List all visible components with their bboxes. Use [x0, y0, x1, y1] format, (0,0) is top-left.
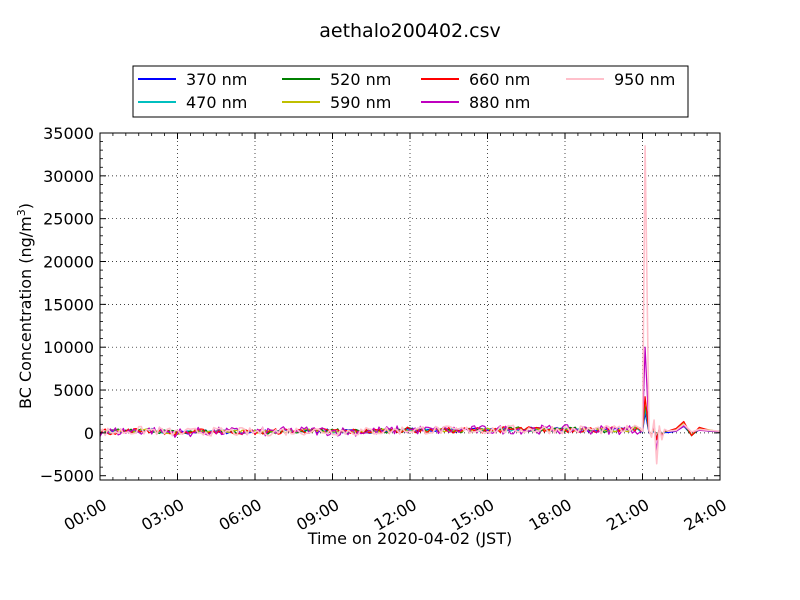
y-axis-label-main: BC Concentration (ng/m	[16, 216, 35, 409]
series-line-950-nm	[99, 145, 721, 465]
y-tick-label: 15000	[43, 295, 94, 314]
legend-label: 370 nm	[186, 70, 247, 89]
chart-title: aethalo200402.csv	[319, 20, 501, 42]
x-axis-label: Time on 2020-04-02 (JST)	[307, 529, 512, 548]
grid	[100, 133, 720, 480]
y-tick-label: 5000	[53, 381, 94, 400]
y-tick-label: 20000	[43, 253, 94, 272]
y-tick-label: 10000	[43, 338, 94, 357]
y-tick-label: −5000	[40, 467, 94, 486]
y-tick-label: 30000	[43, 167, 94, 186]
legend: 370 nm 470 nm 520 nm 590 nm 660 nm 880 nm 950 …	[132, 65, 689, 118]
legend-label: 520 nm	[330, 70, 391, 89]
plot-frame	[100, 133, 720, 480]
series-layer	[99, 145, 721, 465]
plot-area: 00:00 03:00 06:00 09:00 12:00 15:00 18:00 21:00…	[40, 124, 730, 535]
legend-label: 660 nm	[469, 70, 530, 89]
legend-label: 880 nm	[469, 93, 530, 112]
y-tick-label: 0	[84, 424, 94, 443]
y-axis-label: BC Concentration (ng/m3)	[15, 203, 35, 409]
legend-label: 470 nm	[186, 93, 247, 112]
legend-label: 950 nm	[614, 70, 675, 89]
legend-label: 590 nm	[330, 93, 391, 112]
y-axis-label-superscript: 3	[15, 209, 28, 216]
y-tick-label: 25000	[43, 210, 94, 229]
legend-frame	[132, 65, 689, 118]
y-axis-label-close: )	[16, 203, 35, 209]
y-tick-label: 35000	[43, 124, 94, 143]
